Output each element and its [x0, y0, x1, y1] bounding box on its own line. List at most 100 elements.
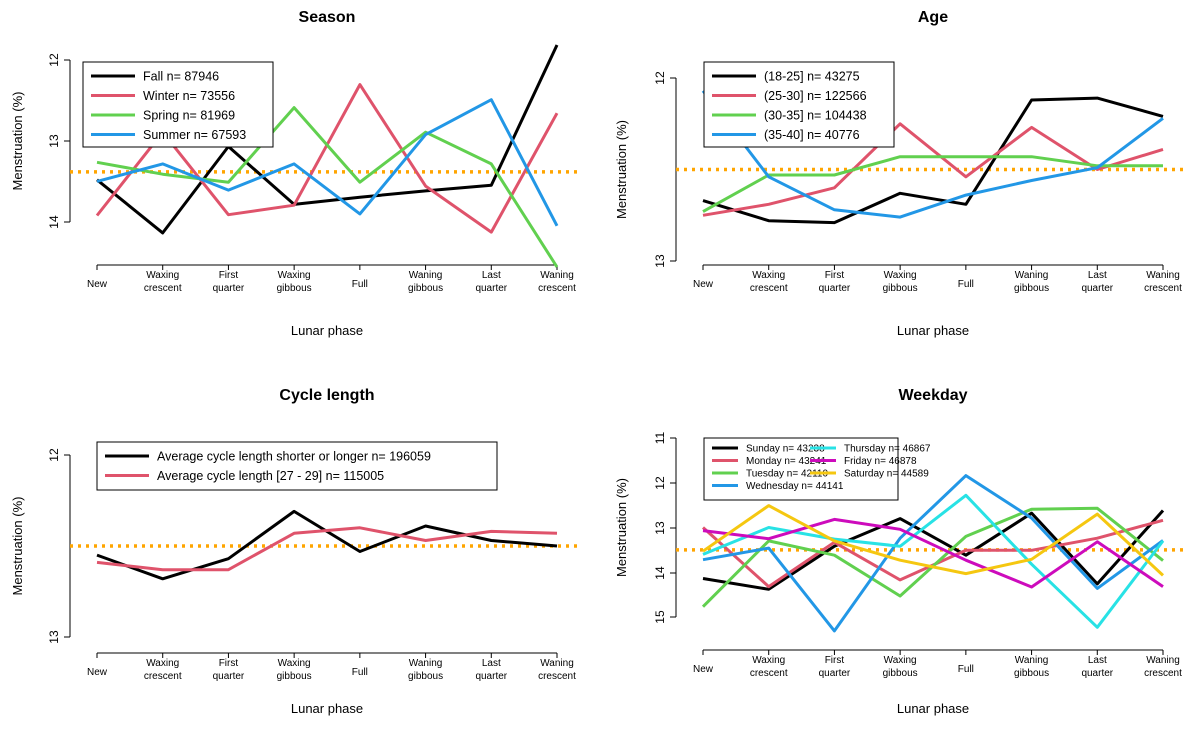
panel-season: Season 12 13 14 Menstruation (%) New Waxing cre… — [10, 9, 579, 338]
series-line-thursday-n-46867 — [702, 493, 1165, 629]
legend-label: Friday n= 46878 — [844, 456, 917, 467]
x-tick-label: Waxing — [752, 270, 785, 281]
x-tick-label: crescent — [750, 668, 788, 679]
x-tick-label: quarter — [819, 283, 851, 294]
x-tick-label: Last — [1088, 655, 1107, 666]
panel-age: Age 12 13 Menstruation (%) New Waxing crescent… — [614, 9, 1185, 338]
legend: Average cycle length shorter or longer n… — [96, 441, 498, 491]
x-tick-label: quarter — [819, 668, 851, 679]
x-tick-label: Waning — [409, 270, 443, 281]
x-tick-label: Waning — [409, 658, 443, 669]
chart-title: Weekday — [898, 387, 967, 404]
x-tick-label: quarter — [475, 671, 507, 682]
y-tick-label: 12 — [653, 476, 667, 490]
panel-cycle-length: Cycle length 12 13 Menstruation (%) New Waxin… — [10, 387, 579, 716]
x-axis-label: Lunar phase — [897, 323, 969, 338]
x-tick-label: gibbous — [1014, 668, 1049, 679]
legend-label: Spring n= 81969 — [143, 109, 235, 123]
x-tick-label: gibbous — [277, 283, 312, 294]
x-tick-label: First — [219, 270, 239, 281]
x-tick-label: quarter — [213, 283, 245, 294]
y-tick-label: 13 — [653, 521, 667, 535]
legend: Fall n= 87946 Winter n= 73556 Spring n= 81… — [82, 61, 274, 148]
x-tick-label: gibbous — [883, 668, 918, 679]
x-tick-label: crescent — [144, 671, 182, 682]
x-tick-label: Waxing — [752, 655, 785, 666]
x-tick-label: Waning — [1146, 270, 1180, 281]
series-line-sunday-n-43238 — [702, 509, 1165, 591]
x-tick-label: crescent — [1144, 283, 1182, 294]
series-line-summer-n-67593 — [96, 98, 559, 227]
series-line-average-cycle-length-27-29-n-115005 — [96, 526, 558, 572]
x-tick-label: gibbous — [277, 671, 312, 682]
legend-label: Tuesday n= 42110 — [746, 469, 828, 480]
x-tick-label: New — [693, 279, 714, 290]
x-tick-label: quarter — [475, 283, 507, 294]
y-axis-label: Menstruation (%) — [614, 120, 629, 219]
series-line-tuesday-n-42110 — [701, 506, 1164, 608]
series-line-friday-n-46878 — [702, 517, 1164, 589]
y-tick-label: 12 — [47, 53, 61, 67]
y-tick-label: 13 — [47, 134, 61, 148]
y-tick-label: 15 — [653, 610, 667, 624]
x-tick-label: Last — [1088, 270, 1107, 281]
x-tick-label: crescent — [538, 283, 576, 294]
x-tick-label: quarter — [1081, 668, 1113, 679]
chart-title: Season — [299, 9, 356, 26]
y-tick-label: 12 — [653, 71, 667, 85]
x-tick-label: quarter — [1081, 283, 1113, 294]
x-tick-label: Full — [352, 667, 368, 678]
x-tick-label: New — [87, 279, 108, 290]
x-tick-label: First — [825, 270, 845, 281]
legend-label: Winter n= 73556 — [143, 89, 235, 103]
x-tick-label: Waxing — [884, 270, 917, 281]
x-tick-label: Waning — [540, 658, 574, 669]
x-tick-label: Waxing — [146, 270, 179, 281]
legend-label: (18-25] n= 43275 — [764, 70, 860, 84]
legend-label: Thursday n= 46867 — [844, 444, 931, 455]
y-tick-label: 13 — [47, 630, 61, 644]
x-tick-label: New — [87, 667, 108, 678]
x-tick-label: First — [219, 658, 239, 669]
x-tick-label: Waning — [540, 270, 574, 281]
y-tick-label: 13 — [653, 254, 667, 268]
legend-label: (35-40] n= 40776 — [764, 128, 860, 142]
x-tick-label: gibbous — [1014, 283, 1049, 294]
y-tick-label: 12 — [47, 448, 61, 462]
x-tick-label: Last — [482, 270, 501, 281]
x-tick-label: gibbous — [883, 283, 918, 294]
panel-weekday: Weekday 11 12 13 14 15 Menstruation (%) New Waxi… — [614, 387, 1185, 716]
legend-label: Wednesday n= 44141 — [746, 481, 844, 492]
series-line-30-35-n-104438 — [702, 155, 1163, 213]
series-line-wednesday-n-44141 — [702, 474, 1164, 633]
x-tick-label: Full — [958, 664, 974, 675]
legend-label: Sunday n= 43238 — [746, 444, 825, 455]
x-tick-label: Last — [482, 658, 501, 669]
x-tick-label: Full — [958, 279, 974, 290]
x-tick-label: crescent — [750, 283, 788, 294]
x-tick-label: Waxing — [278, 270, 311, 281]
legend-label: Average cycle length shorter or longer n… — [157, 450, 431, 464]
legend-label: (25-30] n= 122566 — [764, 89, 867, 103]
legend: (18-25] n= 43275 (25-30] n= 122566 (30-35]… — [703, 61, 895, 148]
series-line-35-40-n-40776 — [701, 89, 1164, 219]
x-axis-label: Lunar phase — [291, 323, 363, 338]
x-axis-label: Lunar phase — [291, 701, 363, 716]
y-tick-label: 14 — [653, 566, 667, 580]
series-line-fall-n-87946 — [96, 44, 559, 235]
x-tick-label: Full — [352, 279, 368, 290]
x-tick-label: Waning — [1146, 655, 1180, 666]
series-line-18-25-n-43275 — [702, 96, 1164, 225]
x-tick-label: Waxing — [884, 655, 917, 666]
x-tick-label: New — [693, 664, 714, 675]
y-axis-label: Menstruation (%) — [614, 478, 629, 577]
legend-label: Fall n= 87946 — [143, 70, 219, 84]
chart-title: Cycle length — [279, 387, 374, 404]
legend-label: Summer n= 67593 — [143, 128, 246, 142]
legend-box — [96, 441, 498, 491]
x-tick-label: gibbous — [408, 283, 443, 294]
x-tick-label: Waning — [1015, 655, 1049, 666]
x-tick-label: crescent — [144, 283, 182, 294]
